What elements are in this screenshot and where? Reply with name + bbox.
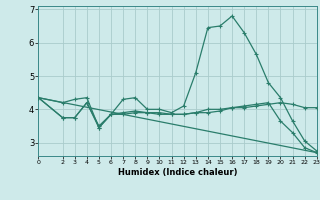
X-axis label: Humidex (Indice chaleur): Humidex (Indice chaleur): [118, 168, 237, 177]
